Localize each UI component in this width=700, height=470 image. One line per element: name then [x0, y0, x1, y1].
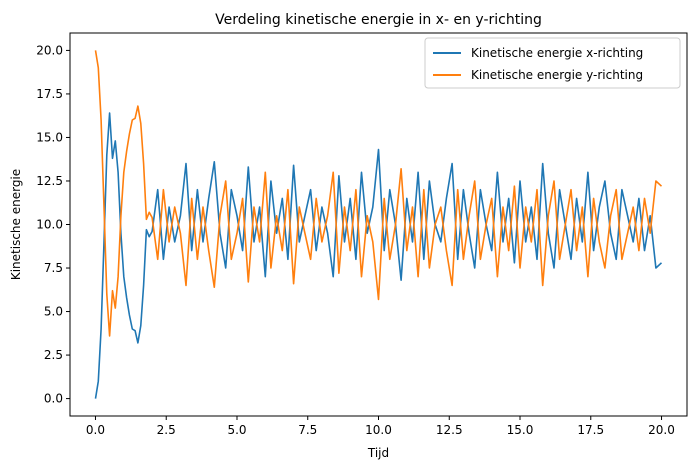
chart-title: Verdeling kinetische energie in x- en y-… [215, 12, 542, 28]
x-axis-ticks: 0.0 2.5 5.0 7.5 10.0 12.5 15.0 17.5 20.0 [86, 416, 675, 437]
y-tick-label: 0.0 [44, 392, 63, 406]
series-line-x [94, 112, 663, 399]
y-tick-label: 15.0 [36, 130, 63, 144]
x-tick-label: 10.0 [365, 423, 392, 437]
plot-area-frame [69, 32, 688, 417]
y-tick-label: 2.5 [44, 348, 63, 362]
x-tick-label: 12.5 [436, 423, 463, 437]
y-tick-label: 5.0 [44, 305, 63, 319]
legend-box [424, 37, 681, 89]
x-tick-label: 15.0 [507, 423, 534, 437]
series-line-y [94, 50, 663, 337]
y-tick-label: 10.0 [36, 218, 63, 232]
legend: Kinetische energie x-richting Kinetische… [424, 37, 681, 89]
y-tick-label: 7.5 [44, 261, 63, 275]
y-tick-label: 12.5 [36, 174, 63, 188]
x-tick-label: 5.0 [227, 423, 246, 437]
x-tick-label: 17.5 [577, 423, 604, 437]
x-tick-label: 7.5 [298, 423, 317, 437]
legend-label-x: Kinetische energie x-richting [471, 46, 643, 60]
x-tick-label: 2.5 [157, 423, 176, 437]
x-axis-label: Tijd [367, 446, 389, 460]
y-tick-label: 20.0 [36, 43, 63, 57]
y-tick-label: 17.5 [36, 87, 63, 101]
y-axis-label: Kinetische energie [9, 169, 23, 280]
x-tick-label: 0.0 [86, 423, 105, 437]
series-lines [94, 50, 663, 399]
y-axis-ticks: 0.0 2.5 5.0 7.5 10.0 12.5 15.0 17.5 20.0 [36, 43, 70, 406]
legend-label-y: Kinetische energie y-richting [471, 68, 643, 82]
x-tick-label: 20.0 [648, 423, 675, 437]
